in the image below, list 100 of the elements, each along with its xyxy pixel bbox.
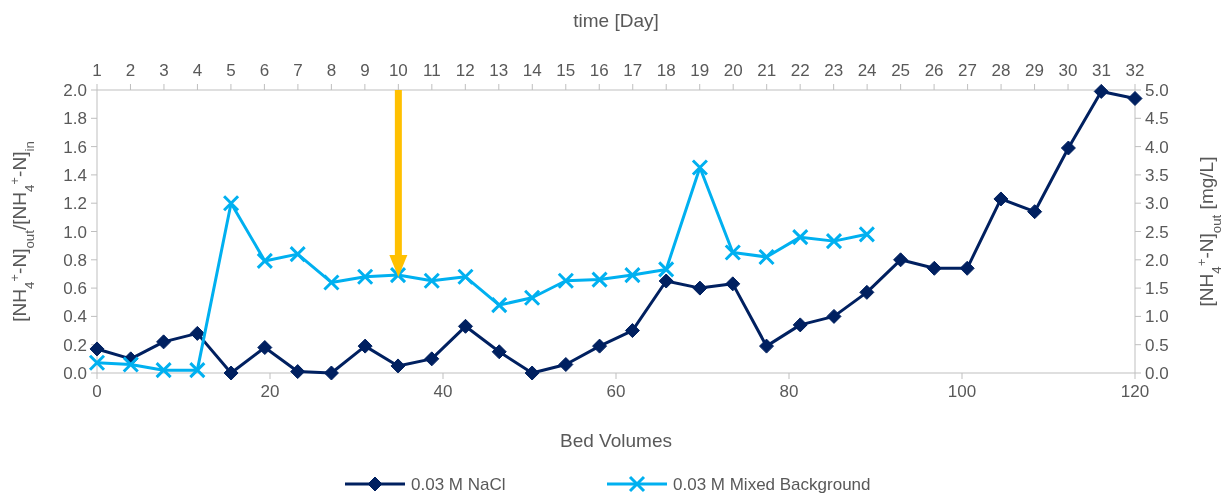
point (457, 318, 473, 334)
x2-tick-label: 15 (556, 61, 576, 80)
point (155, 361, 173, 379)
point (692, 280, 708, 296)
y-tick-label: 1.4 (63, 165, 87, 185)
x2-tick-label: 1 (92, 61, 102, 80)
x2-tick-label: 23 (824, 61, 844, 80)
x-tick-label: 120 (1120, 382, 1150, 401)
x2-tick-label: 26 (924, 61, 944, 80)
x2-tick-label: 3 (159, 61, 169, 80)
point (759, 338, 775, 354)
point (290, 364, 306, 380)
point (792, 317, 808, 333)
point (926, 260, 942, 276)
x2-tick-label: 19 (690, 61, 710, 80)
point (825, 232, 843, 250)
x2-tick-label: 28 (991, 61, 1011, 80)
x2-tick-label: 32 (1125, 61, 1145, 80)
x2-tick-label: 30 (1058, 61, 1078, 80)
y-tick-label: 1.0 (63, 222, 87, 242)
x2-tick-label: 10 (388, 61, 408, 80)
y2-tick-label: 4.5 (1145, 109, 1169, 129)
point (826, 308, 842, 324)
x2-tick-label: 8 (326, 61, 337, 80)
point (424, 351, 440, 367)
y2-tick-label: 2.5 (1145, 222, 1169, 242)
x2-tick-label: 17 (623, 61, 643, 80)
x2-tick-label: 29 (1025, 61, 1045, 80)
point (724, 243, 742, 261)
x2-tick-label: 18 (656, 61, 676, 80)
point (491, 344, 507, 360)
point (389, 266, 407, 284)
point (758, 248, 776, 266)
y-tick-label: 0.8 (63, 250, 87, 270)
point (356, 268, 374, 286)
y2-tick-label: 4.0 (1145, 137, 1169, 157)
x2-tick-label: 16 (589, 61, 609, 80)
point (189, 325, 205, 341)
point (623, 266, 641, 284)
point (725, 276, 741, 292)
legend-label: 0.03 M NaCl (411, 475, 506, 494)
x2-tick-label: 31 (1092, 61, 1111, 80)
x2-tick-label: 20 (723, 61, 743, 80)
point (592, 338, 608, 354)
point (188, 361, 206, 379)
point (1060, 140, 1076, 156)
x2-tick-label: 27 (958, 61, 978, 80)
x-tick-label: 100 (947, 382, 977, 401)
point (658, 273, 674, 289)
x-tick-label: 40 (433, 382, 453, 401)
x2-tick-label: 4 (192, 61, 203, 80)
point (223, 365, 239, 381)
point (993, 191, 1009, 207)
x2-tick-label: 24 (857, 61, 877, 80)
x-tick-label: 80 (779, 382, 799, 401)
y-tick-label: 1.8 (63, 109, 87, 129)
point (357, 338, 373, 354)
x2-tick-label: 5 (226, 61, 236, 80)
x-tick-label: 20 (260, 382, 280, 401)
point (893, 252, 909, 268)
y-tick-label: 0.4 (63, 307, 87, 327)
x2-tick-label: 9 (360, 61, 370, 80)
x-tick-label: 60 (606, 382, 626, 401)
point (122, 356, 140, 374)
y-tick-label: 0.0 (63, 364, 87, 383)
y-tick-label: 1.6 (63, 137, 87, 157)
x2-tick-label: 13 (489, 61, 509, 80)
point (657, 260, 675, 278)
point (1093, 83, 1109, 99)
point (959, 260, 975, 276)
point (89, 341, 105, 357)
point (323, 365, 339, 381)
x2-tick-label: 25 (891, 61, 911, 80)
x2-tick-label: 12 (455, 61, 475, 80)
point (624, 323, 640, 339)
x2-tick-label: 6 (259, 61, 270, 80)
y2-tick-label: 5.0 (1145, 81, 1169, 100)
point (88, 354, 106, 372)
x2-tick-label: 7 (293, 61, 303, 80)
y2-tick-label: 0.0 (1145, 364, 1169, 383)
x2-tick-label: 22 (790, 61, 810, 80)
point (490, 296, 508, 314)
point (1027, 204, 1043, 220)
point (456, 268, 474, 286)
y2-tick-label: 0.5 (1145, 335, 1169, 355)
legend-label: 0.03 M Mixed Background (673, 475, 871, 494)
y2-tick-label: 1.5 (1145, 279, 1169, 299)
y2-tick-label: 3.0 (1145, 194, 1169, 214)
x2-tick-label: 21 (757, 61, 777, 80)
point (557, 272, 575, 290)
point (859, 284, 875, 300)
point (257, 340, 273, 356)
point (558, 357, 574, 373)
point (523, 289, 541, 307)
y2-tick-label: 3.5 (1145, 165, 1169, 185)
point (591, 271, 609, 289)
y2-tick-label: 2.0 (1145, 250, 1169, 270)
point (691, 159, 709, 177)
point (423, 272, 441, 290)
point (390, 358, 406, 374)
